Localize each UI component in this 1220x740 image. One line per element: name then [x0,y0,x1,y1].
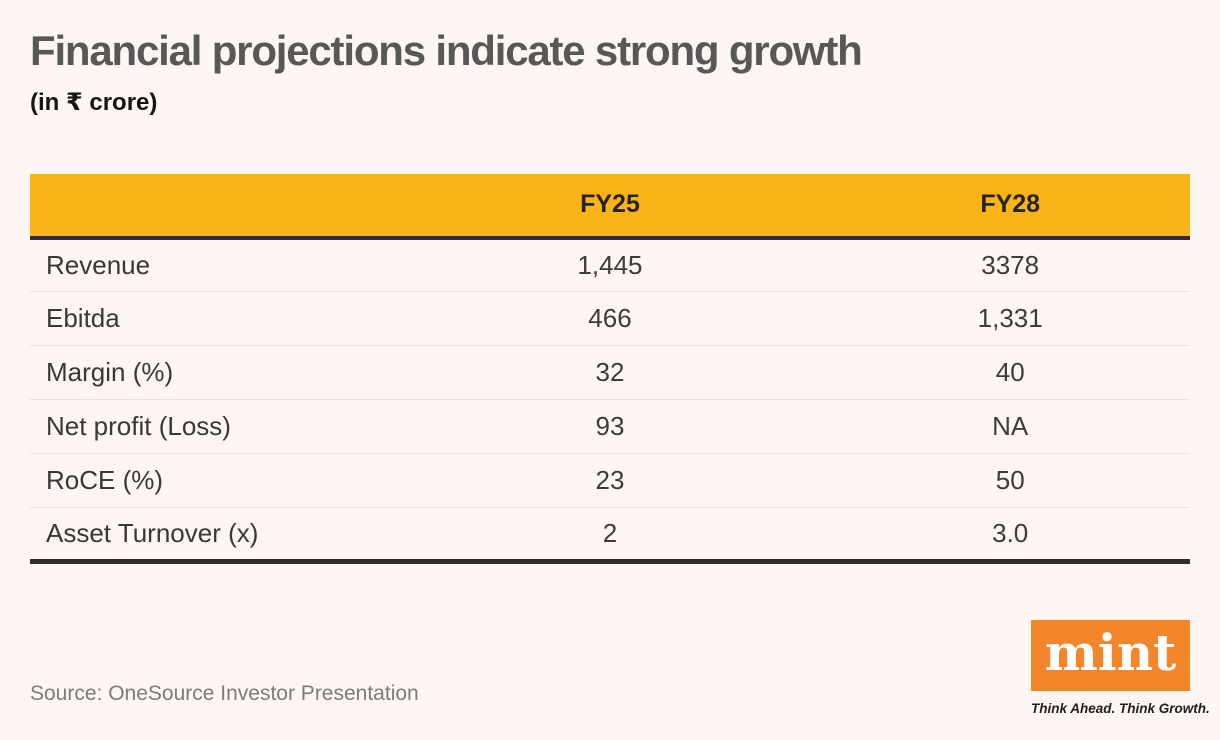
column-header-fy28: FY28 [830,173,1190,240]
column-header-metric [30,173,390,240]
fy28-value: 3.0 [830,507,1190,565]
row-label: Revenue [30,237,390,293]
mint-wordmark: mint [1044,622,1177,682]
fy25-value: 93 [389,399,831,455]
mint-logo-box: mint [1031,620,1190,691]
mint-tagline: Think Ahead. Think Growth. [1031,701,1210,716]
row-label: Net profit (Loss) [30,399,390,455]
fy28-value: 50 [830,453,1190,509]
fy25-value: 23 [389,453,831,509]
financials-table: FY25 FY28 Revenue 1,445 3378 Ebitda 466 … [30,173,1190,565]
fy28-value: 1,331 [830,291,1190,347]
row-label: Asset Turnover (x) [30,507,390,565]
row-label: RoCE (%) [30,453,390,509]
table-row: Ebitda 466 1,331 [30,291,1190,347]
page-title: Financial projections indicate strong gr… [30,27,863,74]
table-row: Net profit (Loss) 93 NA [30,399,1190,455]
table-row: RoCE (%) 23 50 [30,453,1190,509]
table-row: Asset Turnover (x) 2 3.0 [30,507,1190,565]
column-header-fy25: FY25 [389,173,831,240]
table-header-row: FY25 FY28 [30,173,1190,240]
unit-subtitle: (in ₹ crore) [30,88,158,116]
row-label: Ebitda [30,291,390,347]
table-row: Revenue 1,445 3378 [30,237,1190,293]
table-row: Margin (%) 32 40 [30,345,1190,401]
fy25-value: 2 [389,507,831,565]
row-label: Margin (%) [30,345,390,401]
mint-logo: mint Think Ahead. Think Growth. [1031,620,1210,716]
fy25-value: 32 [389,345,831,401]
fy28-value: 3378 [830,237,1190,293]
fy25-value: 466 [389,291,831,347]
fy28-value: 40 [830,345,1190,401]
fy28-value: NA [830,399,1190,455]
source-attribution: Source: OneSource Investor Presentation [30,682,419,705]
fy25-value: 1,445 [389,237,831,293]
